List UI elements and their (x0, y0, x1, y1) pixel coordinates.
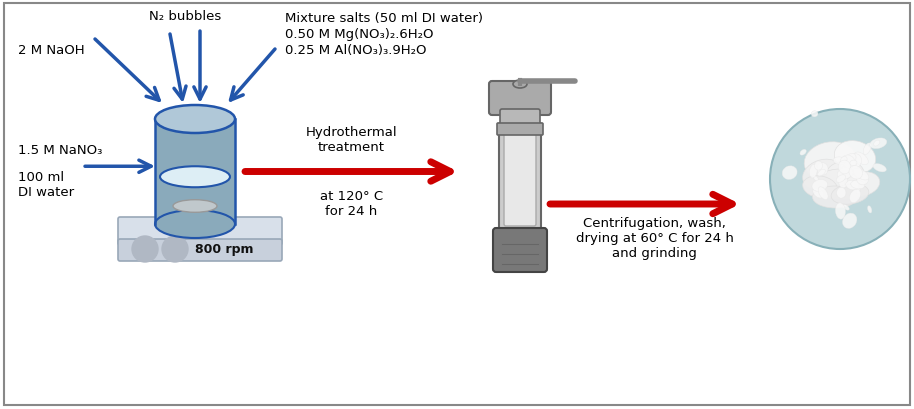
Ellipse shape (836, 175, 845, 183)
Ellipse shape (804, 142, 856, 181)
Text: 0.25 M Al(NO₃)₃.9H₂O: 0.25 M Al(NO₃)₃.9H₂O (285, 44, 427, 57)
Ellipse shape (815, 170, 865, 200)
Text: Mixture salts (50 ml DI water): Mixture salts (50 ml DI water) (285, 12, 483, 25)
FancyBboxPatch shape (118, 218, 282, 245)
Text: 800 rpm: 800 rpm (195, 243, 253, 256)
Ellipse shape (842, 155, 856, 169)
FancyBboxPatch shape (499, 124, 541, 236)
Text: 2 M NaOH: 2 M NaOH (18, 43, 85, 56)
Ellipse shape (863, 144, 871, 155)
Ellipse shape (841, 157, 847, 164)
Ellipse shape (160, 167, 230, 188)
Ellipse shape (513, 81, 527, 89)
Ellipse shape (817, 170, 825, 177)
Ellipse shape (812, 180, 827, 192)
Ellipse shape (812, 112, 818, 117)
Ellipse shape (813, 189, 824, 198)
Circle shape (162, 236, 188, 262)
Ellipse shape (851, 181, 865, 189)
Ellipse shape (817, 163, 828, 176)
Text: Hydrothermal
treatment: Hydrothermal treatment (305, 126, 398, 154)
Ellipse shape (853, 169, 869, 180)
FancyBboxPatch shape (118, 239, 282, 261)
Ellipse shape (836, 188, 846, 199)
Ellipse shape (810, 165, 817, 178)
Ellipse shape (849, 166, 863, 180)
Ellipse shape (802, 176, 837, 199)
Text: 0.50 M Mg(NO₃)₂.6H₂O: 0.50 M Mg(NO₃)₂.6H₂O (285, 28, 433, 41)
Ellipse shape (813, 176, 819, 182)
Ellipse shape (845, 172, 880, 197)
FancyBboxPatch shape (4, 4, 910, 405)
Ellipse shape (173, 200, 217, 213)
FancyBboxPatch shape (497, 124, 543, 136)
Ellipse shape (867, 206, 872, 213)
Ellipse shape (843, 154, 856, 166)
Ellipse shape (826, 162, 864, 188)
FancyBboxPatch shape (493, 229, 547, 272)
Circle shape (132, 236, 158, 262)
Ellipse shape (842, 167, 846, 173)
Ellipse shape (846, 154, 862, 170)
Ellipse shape (843, 213, 856, 229)
Ellipse shape (873, 164, 887, 173)
Ellipse shape (782, 166, 797, 180)
FancyBboxPatch shape (504, 133, 536, 227)
FancyBboxPatch shape (489, 82, 551, 116)
Ellipse shape (800, 150, 806, 156)
Circle shape (770, 110, 910, 249)
Ellipse shape (845, 166, 849, 171)
FancyBboxPatch shape (155, 120, 235, 225)
Ellipse shape (813, 187, 857, 209)
Ellipse shape (838, 161, 851, 175)
Text: 100 ml
DI water: 100 ml DI water (18, 171, 74, 199)
Ellipse shape (155, 211, 235, 238)
Ellipse shape (849, 190, 861, 203)
Ellipse shape (870, 139, 887, 149)
Ellipse shape (834, 141, 876, 174)
Text: 1.5 M NaNO₃: 1.5 M NaNO₃ (18, 144, 102, 157)
Ellipse shape (155, 106, 235, 134)
Ellipse shape (845, 181, 859, 191)
Text: Centrifugation, wash,
drying at 60° C for 24 h
and grinding: Centrifugation, wash, drying at 60° C fo… (576, 216, 733, 259)
Ellipse shape (802, 160, 842, 189)
Ellipse shape (874, 141, 880, 147)
Ellipse shape (843, 205, 849, 211)
Text: N₂ bubbles: N₂ bubbles (149, 10, 221, 23)
Ellipse shape (837, 168, 853, 180)
Ellipse shape (839, 176, 848, 189)
Ellipse shape (814, 162, 823, 171)
Ellipse shape (850, 161, 857, 166)
FancyBboxPatch shape (500, 110, 540, 130)
Ellipse shape (856, 175, 868, 185)
Ellipse shape (818, 187, 828, 200)
Text: at 120° C
for 24 h: at 120° C for 24 h (320, 190, 383, 218)
Ellipse shape (831, 184, 869, 205)
Ellipse shape (855, 153, 868, 165)
Ellipse shape (835, 203, 845, 220)
Ellipse shape (834, 157, 846, 165)
Ellipse shape (856, 188, 860, 194)
